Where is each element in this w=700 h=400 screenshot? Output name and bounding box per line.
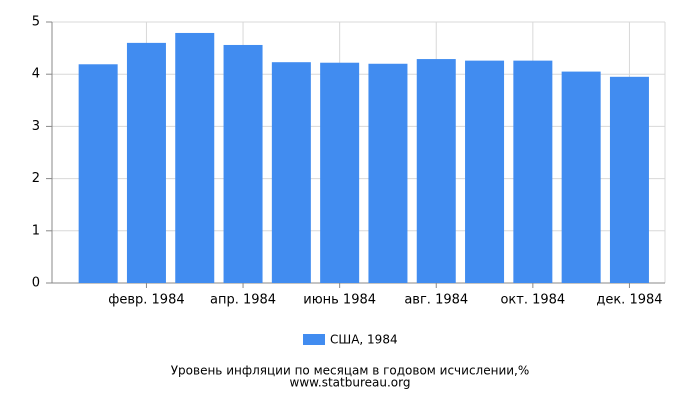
bar: [416, 59, 456, 284]
y-tick-label: 5: [32, 15, 40, 30]
bar: [368, 63, 408, 284]
y-tick-label: 2: [32, 171, 40, 186]
bar: [609, 76, 649, 283]
bar: [223, 44, 263, 283]
legend-label: США, 1984: [330, 333, 398, 347]
bar: [561, 71, 601, 283]
y-tick-label: 4: [32, 67, 40, 82]
bar: [513, 60, 553, 284]
bar: [320, 62, 360, 283]
bar: [175, 32, 215, 283]
legend-swatch: [303, 334, 325, 345]
x-tick-label: дек. 1984: [596, 293, 662, 308]
source: www.statbureau.org: [290, 376, 411, 390]
bar: [271, 62, 311, 283]
y-tick-label: 3: [32, 119, 40, 134]
x-tick-label: июнь 1984: [303, 293, 376, 308]
x-tick-label: авг. 1984: [404, 293, 468, 308]
bar: [126, 42, 166, 283]
x-tick-label: февр. 1984: [108, 293, 184, 308]
x-tick-label: апр. 1984: [210, 293, 276, 308]
y-tick-label: 1: [32, 223, 40, 238]
y-tick-label: 0: [32, 276, 40, 291]
x-tick-label: окт. 1984: [500, 293, 565, 308]
bar: [465, 60, 505, 284]
chart-title: Уровень инфляции по месяцам в годовом ис…: [171, 364, 530, 378]
bar: [78, 64, 118, 283]
